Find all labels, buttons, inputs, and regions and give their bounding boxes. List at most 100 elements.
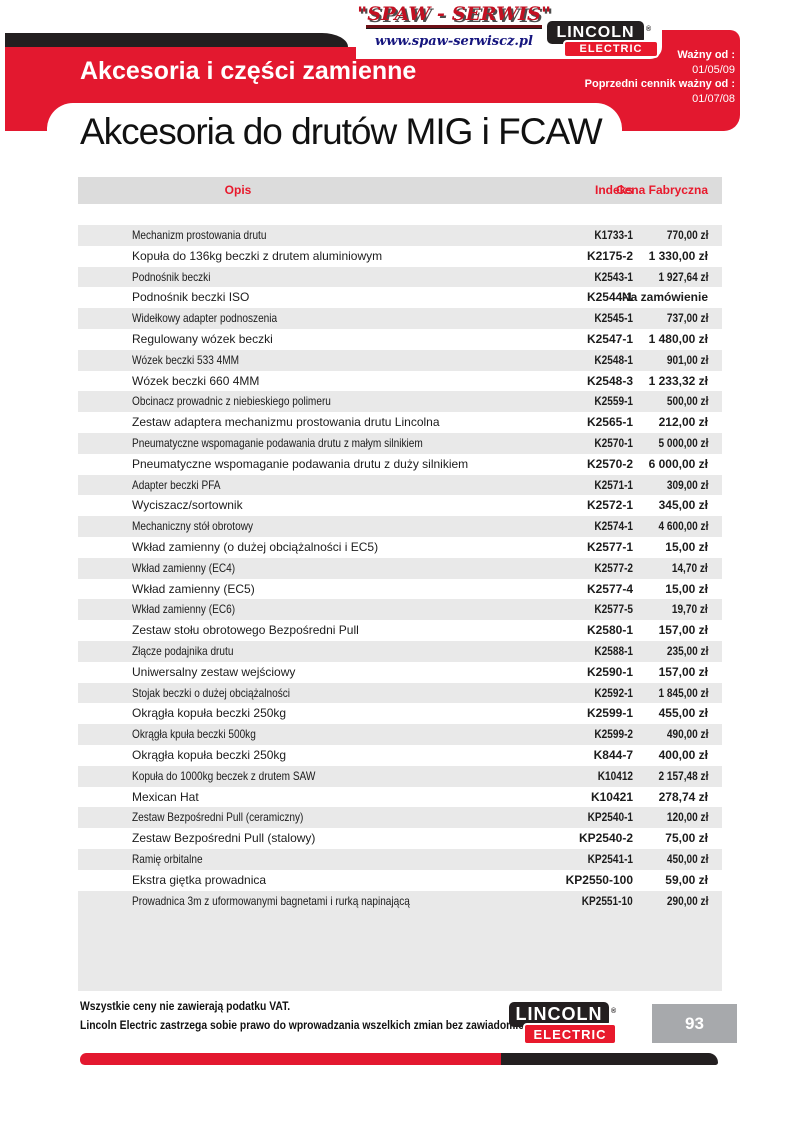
table-row: Adapter beczki PFA K2571-1 309,00 zł [78,474,722,496]
column-header-price: Cena Fabryczna [615,183,708,197]
page-title: Akcesoria do drutów MIG i FCAW [80,111,603,152]
row-description: Okrągła kopuła beczki 250kg [132,706,287,721]
table-row: Podnośnik beczki ISO K2544-1 Na zamówien… [78,287,722,308]
table-row: Kopuła do 1000kg beczek z drutem SAW K10… [78,765,722,787]
row-index: KP2551-10 [581,893,633,908]
spaw-serwis-wordmark: "SPAW - SERWIS" [356,3,551,25]
table-row: Uniwersalny zestaw wejściowy K2590-1 157… [78,662,722,683]
row-index: K2592-1 [594,685,633,700]
row-description: Mechanizm prostowania drutu [132,228,267,242]
table-row: Stojak beczki o dużej obciążalności K259… [78,682,722,704]
registered-trademark-icon: ® [611,1008,617,1015]
valid-from-date: 01/05/09 [692,63,735,76]
row-description: Ekstra giętka prowadnica [132,872,267,887]
table-row: Złącze podajnika drutu K2588-1 235,00 zł [78,640,722,662]
table-header: Opis Indeks Cena Fabryczna [78,177,722,204]
table-row: Zestaw Bezpośredni Pull (stalowy) KP2540… [78,828,722,849]
lincoln-wordmark: LINCOLN [509,1002,609,1027]
row-price: 14,70 zł [672,560,708,575]
table-row: Wkład zamienny (EC4) K2577-2 14,70 zł [78,557,722,579]
row-price: 157,00 zł [658,623,708,638]
row-description: Wózek beczki 533 4MM [132,352,240,367]
previous-pricelist-date: 01/07/08 [692,92,735,105]
row-description: Uniwersalny zestaw wejściowy [132,664,296,679]
row-description: Wkład zamienny (o dużej obciążalności i … [132,539,379,554]
row-index: K844-7 [593,747,633,762]
table-row: Podnośnik beczki K2543-1 1 927,64 zł [78,266,722,288]
row-description: Wyciszacz/sortownik [132,498,243,513]
page-number-badge: 93 [652,1004,737,1043]
row-price: 309,00 zł [666,477,708,492]
table-row: Okrągła kpuła beczki 500kg K2599-2 490,0… [78,724,722,745]
row-index: K2175-2 [586,248,633,263]
top-black-bar [5,33,348,47]
table-row: Zestaw stołu obrotowego Bezpośredni Pull… [78,620,722,641]
table-row: Wkład zamienny (o dużej obciążalności i … [78,537,722,558]
row-price: 15,00 zł [665,539,708,554]
row-index: KP2540-2 [578,831,633,846]
previous-pricelist-label: Poprzedni cennik ważny od : [584,78,735,90]
section-title: Akcesoria i części zamienne [80,57,417,85]
row-index: K2577-2 [594,560,633,575]
row-price: 1 233,32 zł [648,373,708,388]
table-row: Kopuła do 136kg beczki z drutem aluminio… [78,246,722,267]
row-index: K2545-1 [594,311,633,326]
row-index: K2577-5 [594,602,633,617]
row-description: Podnośnik beczki [132,269,211,284]
table-row: Ekstra giętka prowadnica KP2550-100 59,0… [78,870,722,891]
row-price: 1 927,64 zł [658,269,708,284]
row-description: Wkład zamienny (EC6) [132,602,236,617]
table-row: Mechaniczny stół obrotowy K2574-1 4 600,… [78,516,722,537]
row-description: Regulowany wózek beczki [132,331,273,346]
row-price: Na zamówienie [621,290,708,305]
row-price: 120,00 zł [666,810,708,825]
spaw-serwis-underline [366,25,542,29]
row-price: 15,00 zł [665,581,708,596]
vat-note: Wszystkie ceny nie zawierają podatku VAT… [80,1001,291,1013]
row-description: Kopuła do 136kg beczki z drutem aluminio… [132,248,383,263]
row-index: K2547-1 [586,331,633,346]
row-price: 290,00 zł [666,893,708,908]
row-description: Zestaw Bezpośredni Pull (ceramiczny) [132,810,304,825]
row-index: K2559-1 [594,394,633,409]
lincoln-electric-logo: LINCOLN ® ELECTRIC [547,21,667,61]
table-row: Okrągła kopuła beczki 250kg K844-7 400,0… [78,745,722,766]
row-description: Adapter beczki PFA [132,477,221,492]
table-row: Wkład zamienny (EC5) K2577-4 15,00 zł [78,579,722,600]
row-index: K2577-1 [586,539,633,554]
row-price: 157,00 zł [658,664,708,679]
row-description: Pneumatyczne wspomaganie podawania drutu… [132,456,469,471]
registered-trademark-icon: ® [646,26,652,33]
spaw-serwis-logo: "SPAW - SERWIS" www.spaw-serwiscz.pl [356,3,552,50]
row-description: Ramię orbitalne [132,851,203,866]
row-index: K2590-1 [586,664,633,679]
table-row: Regulowany wózek beczki K2547-1 1 480,00… [78,329,722,350]
row-price: 2 157,48 zł [658,768,708,783]
table-row: Prowadnica 3m z uformowanymi bagnetami i… [78,890,722,991]
row-price: 212,00 zł [658,415,708,430]
row-index: K2570-2 [586,456,633,471]
row-index: K2548-3 [586,373,633,388]
row-price: 400,00 zł [658,747,708,762]
row-description: Prowadnica 3m z uformowanymi bagnetami i… [132,893,410,908]
row-index: K2570-1 [594,435,633,450]
row-index: K2548-1 [594,352,633,367]
row-index: K2577-4 [586,581,633,596]
row-index: K1733-1 [594,228,633,242]
row-index: KP2550-100 [565,872,633,887]
row-description: Mechaniczny stół obrotowy [132,519,254,534]
table-row: Zestaw Bezpośredni Pull (ceramiczny) KP2… [78,807,722,829]
disclaimer-note: Lincoln Electric zastrzega sobie prawo d… [80,1020,542,1032]
footer-notes: Wszystkie ceny nie zawierają podatku VAT… [80,998,593,1036]
table-rows: Mechanizm prostowania drutu K1733-1 770,… [78,225,722,991]
row-index: K2572-1 [586,498,633,513]
row-index: K2574-1 [594,519,633,534]
row-price: 4 600,00 zł [658,519,708,534]
row-index: K2565-1 [586,415,633,430]
row-index: K2543-1 [594,269,633,284]
row-price: 278,74 zł [658,789,708,804]
row-description: Złącze podajnika drutu [132,643,234,658]
row-price: 1 480,00 zł [648,331,708,346]
row-description: Kopuła do 1000kg beczek z drutem SAW [132,768,316,783]
row-description: Wkład zamienny (EC4) [132,560,236,575]
